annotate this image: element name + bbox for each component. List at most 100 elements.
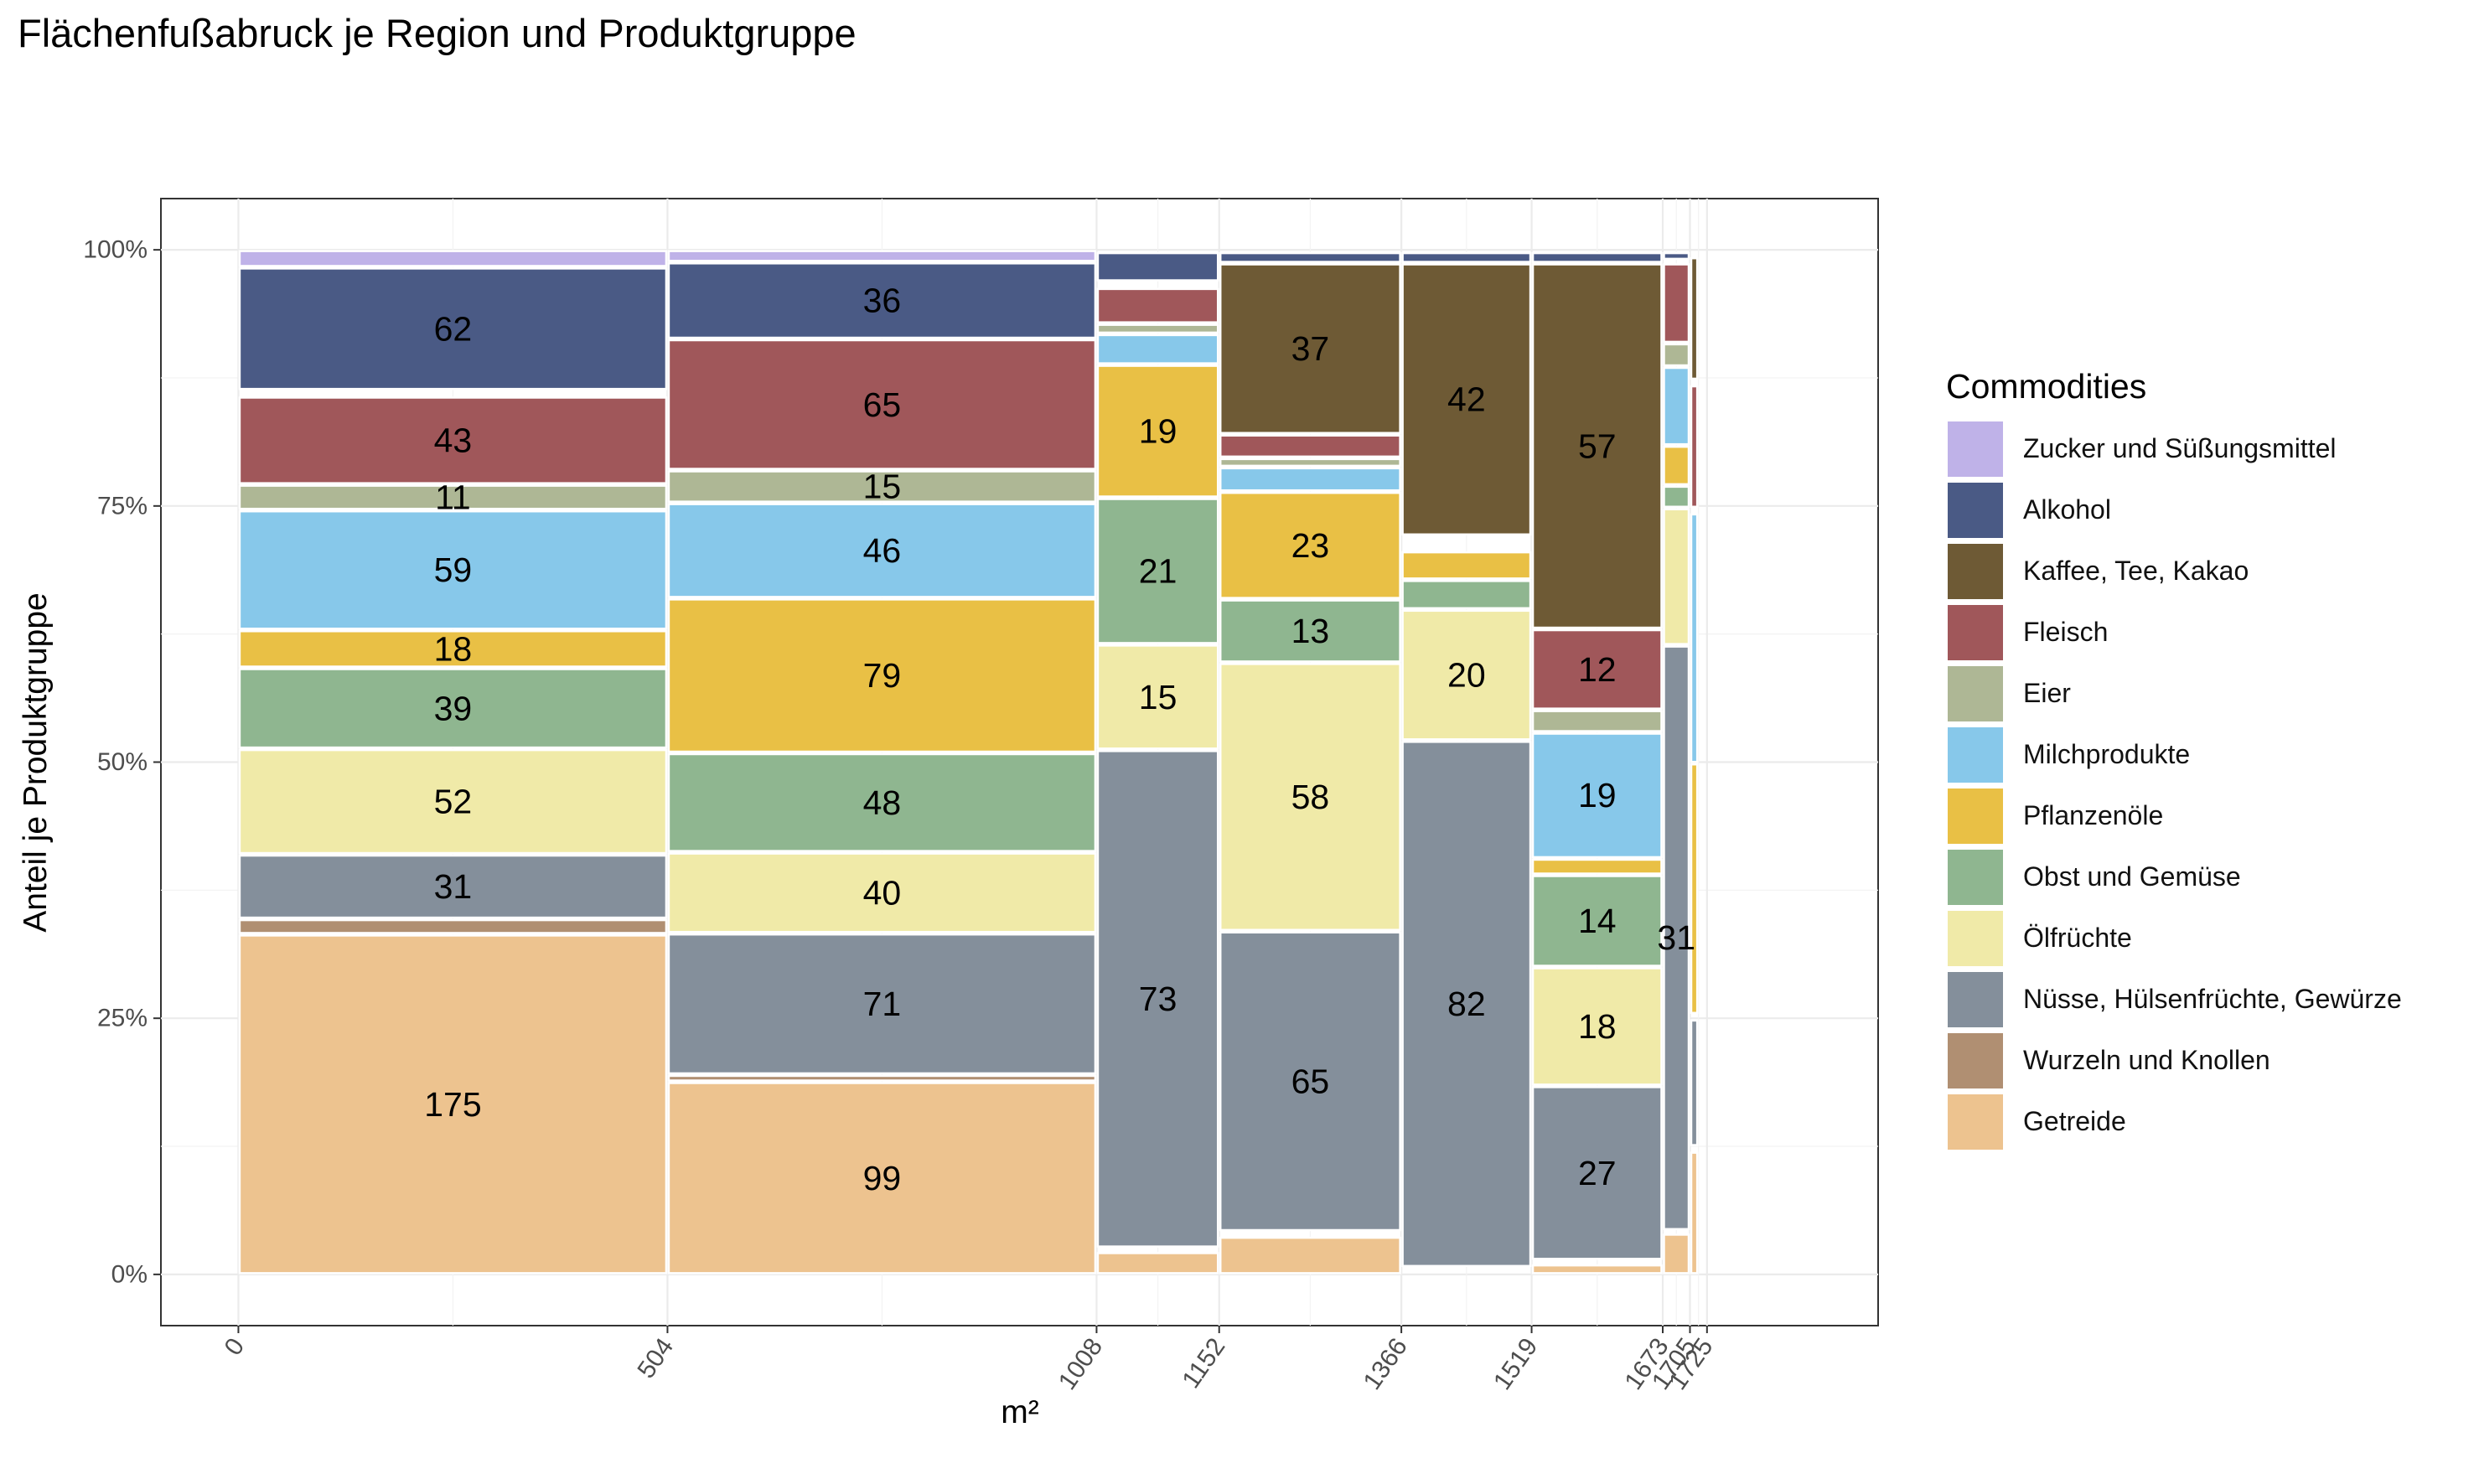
mosaic-block [1663, 508, 1690, 645]
legend-item: Kaffee, Tee, Kakao [1946, 540, 2402, 602]
block-value-label: 15 [863, 468, 902, 506]
block-value-label: 13 [1291, 612, 1330, 650]
y-tick-label: 100% [83, 236, 148, 264]
block-value-label: 46 [863, 531, 902, 570]
y-tick-label: 25% [97, 1005, 148, 1032]
x-axis-title: m² [1001, 1394, 1038, 1430]
legend-swatch [1946, 664, 2005, 723]
mosaic-block [1531, 1086, 1663, 1260]
legend-label: Fleisch [2023, 617, 2109, 647]
mosaic-block [1663, 343, 1690, 367]
legend-label: Zucker und Süßungsmittel [2023, 433, 2337, 463]
block-value-label: 37 [1291, 329, 1330, 368]
mosaic-block [1531, 858, 1663, 875]
legend-swatch [1946, 908, 2005, 968]
block-value-label: 99 [863, 1159, 902, 1197]
mosaic-block [238, 509, 668, 630]
mosaic-block [1531, 875, 1663, 967]
mosaic-block [667, 250, 1097, 262]
y-axis: 0% 25% 50% 75% 100% [83, 236, 161, 1288]
mosaic-block [1096, 251, 1219, 282]
mosaic-block [1219, 599, 1401, 663]
mosaic-block [238, 668, 668, 749]
block-value-label: 27 [1578, 1154, 1617, 1192]
legend-item: Zucker und Süßungsmittel [1946, 418, 2402, 479]
mosaic-block [667, 752, 1097, 852]
mosaic-block [1690, 385, 1699, 509]
block-value-label: 52 [434, 783, 473, 821]
legend-label: Wurzeln und Knollen [2023, 1045, 2270, 1075]
legend-label: Milchprodukte [2023, 739, 2191, 769]
legend-label: Eier [2023, 678, 2071, 708]
block-value-label: 19 [1578, 776, 1617, 814]
mosaic-block [1663, 1233, 1690, 1275]
legend-items: Zucker und Süßungsmittel Alkohol Kaffee, T… [1946, 418, 2402, 1152]
legend-label: Obst und Gemüse [2023, 861, 2241, 892]
block-value-label: 79 [863, 656, 902, 695]
mosaic-block [238, 854, 668, 919]
mosaic-block [1663, 645, 1690, 1231]
legend-swatch [1946, 1092, 2005, 1151]
legend-label: Nüsse, Hülsenfrüchte, Gewürze [2023, 984, 2402, 1014]
mosaic-block [238, 396, 668, 484]
x-tick-label: 504 [632, 1333, 679, 1383]
block-value-label: 23 [1291, 526, 1330, 565]
mosaic-block [238, 918, 668, 934]
mosaic-block [238, 484, 668, 510]
mosaic-block [1096, 365, 1219, 498]
legend-swatch [1946, 602, 2005, 662]
mosaic-block [1663, 485, 1690, 509]
mosaic-block [1663, 445, 1690, 486]
mosaic-block [1096, 498, 1219, 644]
legend-swatch [1946, 541, 2005, 601]
block-value-label: 21 [1139, 551, 1177, 590]
mosaic-block [1096, 287, 1219, 323]
y-tick-label: 75% [97, 492, 148, 520]
block-value-label: 175 [424, 1085, 481, 1124]
legend-label: Pflanzenöle [2023, 800, 2164, 830]
block-labels: 175 31 52 39 18 59 11 43 62 99 71 40 48 79 46 15 65 36 73 1… [424, 282, 1695, 1197]
legend-item: Alkohol [1946, 479, 2402, 540]
block-value-label: 57 [1578, 427, 1617, 465]
block-value-label: 58 [1291, 778, 1330, 816]
mosaic-block [1401, 251, 1532, 263]
legend-swatch [1946, 970, 2005, 1029]
block-value-label: 40 [863, 873, 902, 912]
block-value-label: 65 [863, 385, 902, 424]
mosaic-block [1663, 263, 1690, 344]
block-value-label: 18 [1578, 1007, 1617, 1046]
block-value-label: 15 [1139, 678, 1177, 716]
mosaic-block [1531, 263, 1663, 629]
block-value-label: 82 [1447, 985, 1486, 1023]
block-value-label: 43 [434, 421, 473, 460]
legend-item: Pflanzenöle [1946, 785, 2402, 846]
y-tick-label: 50% [97, 748, 148, 776]
mosaic-block [1690, 763, 1699, 1015]
mosaic-block [1219, 491, 1401, 599]
mosaic-block [1531, 967, 1663, 1086]
mosaic-block [1219, 263, 1401, 434]
legend-label: Getreide [2023, 1106, 2126, 1136]
mosaic-block [667, 503, 1097, 598]
mosaic-block [1690, 256, 1699, 380]
chart-title: Flächenfußabruck je Region und Produktgr… [18, 11, 857, 55]
mosaic-block [667, 470, 1097, 503]
mosaic-block [1401, 741, 1532, 1268]
x-tick-label: 1008 [1053, 1333, 1108, 1395]
block-value-label: 39 [434, 689, 473, 727]
mosaic-block [1219, 663, 1401, 931]
mosaic-block [1690, 513, 1699, 763]
mosaic-block [1531, 732, 1663, 859]
legend-swatch [1946, 1031, 2005, 1090]
legend-swatch [1946, 480, 2005, 540]
legend-swatch [1946, 419, 2005, 478]
mosaic-block [1401, 609, 1532, 741]
mosaic-block [238, 934, 668, 1275]
legend-item: Eier [1946, 663, 2402, 724]
mosaic-block [667, 852, 1097, 933]
x-tick-label: 1519 [1488, 1333, 1543, 1395]
mosaic-block [1219, 1236, 1401, 1275]
legend-item: Ölfrüchte [1946, 907, 2402, 969]
mosaic-block [1531, 628, 1663, 710]
mosaic-block [1096, 750, 1219, 1248]
